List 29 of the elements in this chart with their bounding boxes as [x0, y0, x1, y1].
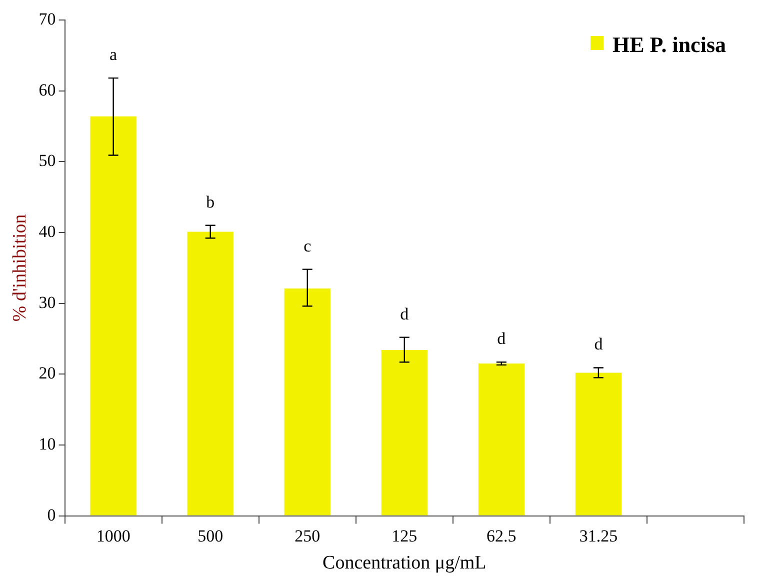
y-tick-label: 0: [47, 505, 56, 524]
x-tick-label: 1000: [96, 526, 130, 546]
bar: [90, 116, 136, 516]
x-tick-label: 125: [392, 526, 418, 546]
y-tick-label: 70: [38, 9, 56, 28]
annotation: d: [497, 329, 506, 348]
y-tick-label: 40: [38, 222, 56, 241]
y-tick-label: 30: [38, 292, 56, 312]
y-tick-label: 20: [38, 364, 56, 383]
x-tick-label: 250: [294, 526, 320, 546]
x-tick-label: 500: [198, 526, 224, 546]
legend-label: HE P. incisa: [612, 32, 726, 57]
x-tick-label: 31.25: [579, 526, 618, 546]
x-axis-title: Concentration μg/mL: [322, 552, 486, 574]
y-tick-label: 60: [38, 80, 56, 100]
annotation: d: [400, 304, 410, 324]
y-axis-title: % d'inhibition: [9, 214, 30, 322]
bar: [381, 350, 428, 516]
bar: [284, 288, 330, 516]
annotation: a: [110, 45, 118, 64]
annotation: c: [304, 236, 312, 256]
bar: [478, 364, 524, 516]
y-tick-label: 50: [38, 151, 56, 170]
annotation: d: [594, 334, 604, 354]
x-tick-label: 62.5: [486, 526, 516, 546]
annotation: b: [206, 192, 215, 212]
bar: [575, 372, 622, 516]
bar: [187, 232, 234, 516]
y-tick-label: 10: [38, 434, 56, 454]
